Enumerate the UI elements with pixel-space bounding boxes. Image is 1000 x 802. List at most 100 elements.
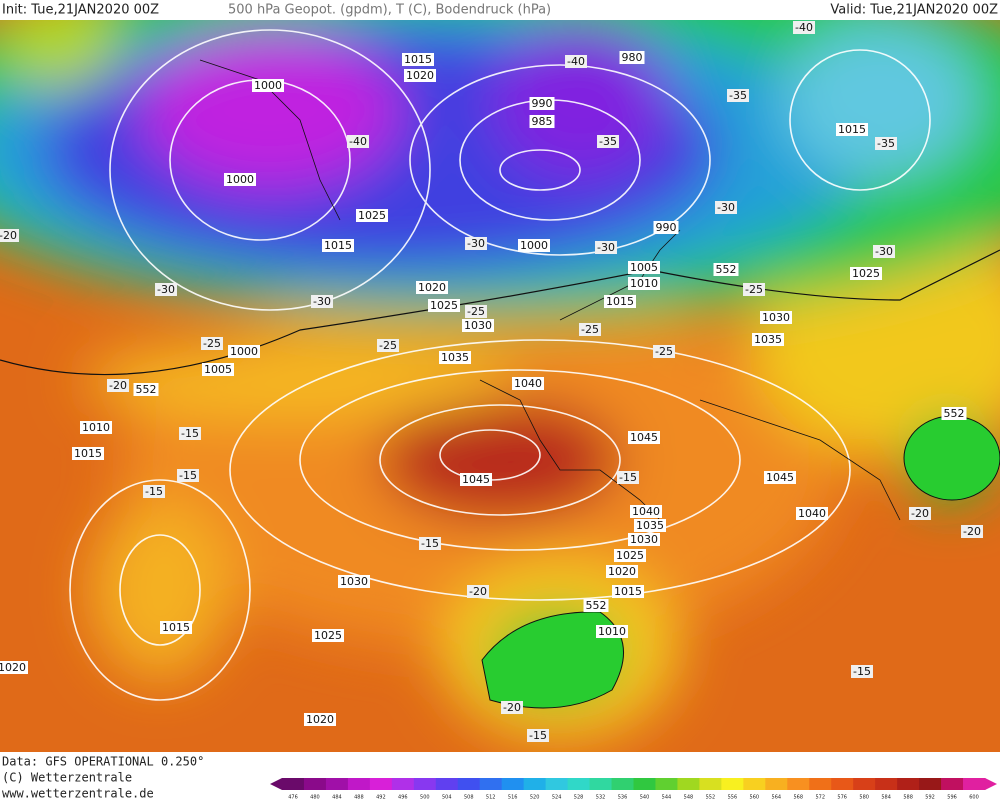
temperature-label: -40 (349, 135, 367, 148)
temperature-label-box (851, 665, 873, 678)
colorbar-label: 572 (815, 795, 825, 801)
temperature-label-box (201, 337, 223, 350)
isobar-label-box (628, 431, 660, 444)
temperature-label-box (727, 89, 749, 102)
colorbar-label: 600 (969, 795, 979, 801)
colorbar-label: 492 (376, 795, 386, 801)
temperature-label: -25 (379, 339, 397, 352)
isobar-label: 1015 (404, 53, 432, 66)
isobar-label: 1015 (614, 585, 642, 598)
isobar-label-box (619, 51, 645, 64)
isobar-label: 1005 (204, 363, 232, 376)
isobar-label-box (252, 79, 284, 92)
colorbar-label: 500 (420, 795, 430, 801)
isobar-label-box (836, 123, 868, 136)
isobar-label-box (604, 295, 636, 308)
isobar-label: 990 (532, 97, 553, 110)
colorbar-label: 516 (508, 795, 518, 801)
isobar-label: 1025 (616, 549, 644, 562)
isobar-label: 1015 (74, 447, 102, 460)
colorbar-label: 556 (728, 795, 738, 801)
isobar-label: 1045 (630, 431, 658, 444)
temperature-label-box (597, 135, 619, 148)
isobar-label: 1000 (226, 173, 254, 186)
colorbar-label: 564 (772, 795, 782, 801)
isobar-label: 1040 (798, 507, 826, 520)
temperature-label: -20 (0, 229, 17, 242)
colorbar-label: 568 (793, 795, 803, 801)
temperature-label: -15 (179, 469, 197, 482)
isobar-label: 1020 (418, 281, 446, 294)
temperature-label-box (465, 237, 487, 250)
isobar-label-box (160, 621, 192, 634)
isobar-label-box (0, 661, 28, 674)
colorbar-swatch (699, 778, 722, 790)
temperature-label: -25 (581, 323, 599, 336)
temperature-label: -15 (529, 729, 547, 742)
isobar-label-box (304, 713, 336, 726)
temperature-label-box (961, 525, 983, 538)
isobar-label-box (80, 421, 112, 434)
temperature-label-box (743, 283, 765, 296)
footer-data: Data: GFS OPERATIONAL 0.250° (2, 755, 204, 769)
isobar-label: 1005 (630, 261, 658, 274)
isobar-label-box (224, 173, 256, 186)
isobar-label: 1025 (852, 267, 880, 280)
temperature-label-box (653, 345, 675, 358)
isobar-label: 1035 (441, 351, 469, 364)
temperature-label: -30 (597, 241, 615, 254)
temperature-label: -15 (619, 471, 637, 484)
colorbar-swatch (809, 778, 832, 790)
temperature-label: -30 (875, 245, 893, 258)
temperature-label-box (909, 507, 931, 520)
isobar-label: 1025 (314, 629, 342, 642)
geopotential-label-box (713, 263, 739, 276)
temperature-label-box (873, 245, 895, 258)
temperature-label: -35 (877, 137, 895, 150)
temperature-label: -30 (717, 201, 735, 214)
isobar-label: 1030 (464, 319, 492, 332)
colorbar-label: 540 (640, 795, 650, 801)
geopotential-label: 552 (944, 407, 965, 420)
colorbar-label: 480 (310, 795, 320, 801)
isobar-label: 1000 (520, 239, 548, 252)
isobar-label-box (72, 447, 104, 460)
isobar-label-box (322, 239, 354, 252)
isobar-label: 1045 (462, 473, 490, 486)
isobar-label-box (628, 277, 660, 290)
colorbar-label: 544 (662, 795, 672, 801)
colorbar-swatch (963, 778, 986, 790)
colorbar-swatch (435, 778, 459, 790)
isobar-label-box (606, 565, 638, 578)
colorbar-label: 596 (947, 795, 957, 801)
temperature-label-box (565, 55, 587, 68)
colorbar-label: 552 (706, 795, 716, 801)
colorbar-label: 524 (552, 795, 562, 801)
colorbar-swatch (589, 778, 613, 790)
isobar-label: 1010 (82, 421, 110, 434)
temperature-label: -20 (109, 379, 127, 392)
geopotential-label-box (583, 599, 609, 612)
temperature-label-box (617, 471, 639, 484)
colorbar-label: 504 (442, 795, 452, 801)
colorbar-swatch (853, 778, 876, 790)
isobar-label: 1000 (230, 345, 258, 358)
colorbar-swatch (831, 778, 854, 790)
isobar-label: 1030 (630, 533, 658, 546)
isobar-label-box (596, 625, 628, 638)
temperature-label-box (527, 729, 549, 742)
isobar-label: 1035 (754, 333, 782, 346)
isobar-label: 1045 (766, 471, 794, 484)
temperature-label: -30 (467, 237, 485, 250)
temperature-label-box (155, 283, 177, 296)
isobar-label-box (202, 363, 234, 376)
isobar-label-box (428, 299, 460, 312)
colorbar-label: 496 (398, 795, 408, 801)
isobar-label-box (630, 505, 662, 518)
colorbar-swatch (347, 778, 371, 790)
temperature-label-box (311, 295, 333, 308)
temperature-label: -35 (729, 89, 747, 102)
isobar-label-box (764, 471, 796, 484)
